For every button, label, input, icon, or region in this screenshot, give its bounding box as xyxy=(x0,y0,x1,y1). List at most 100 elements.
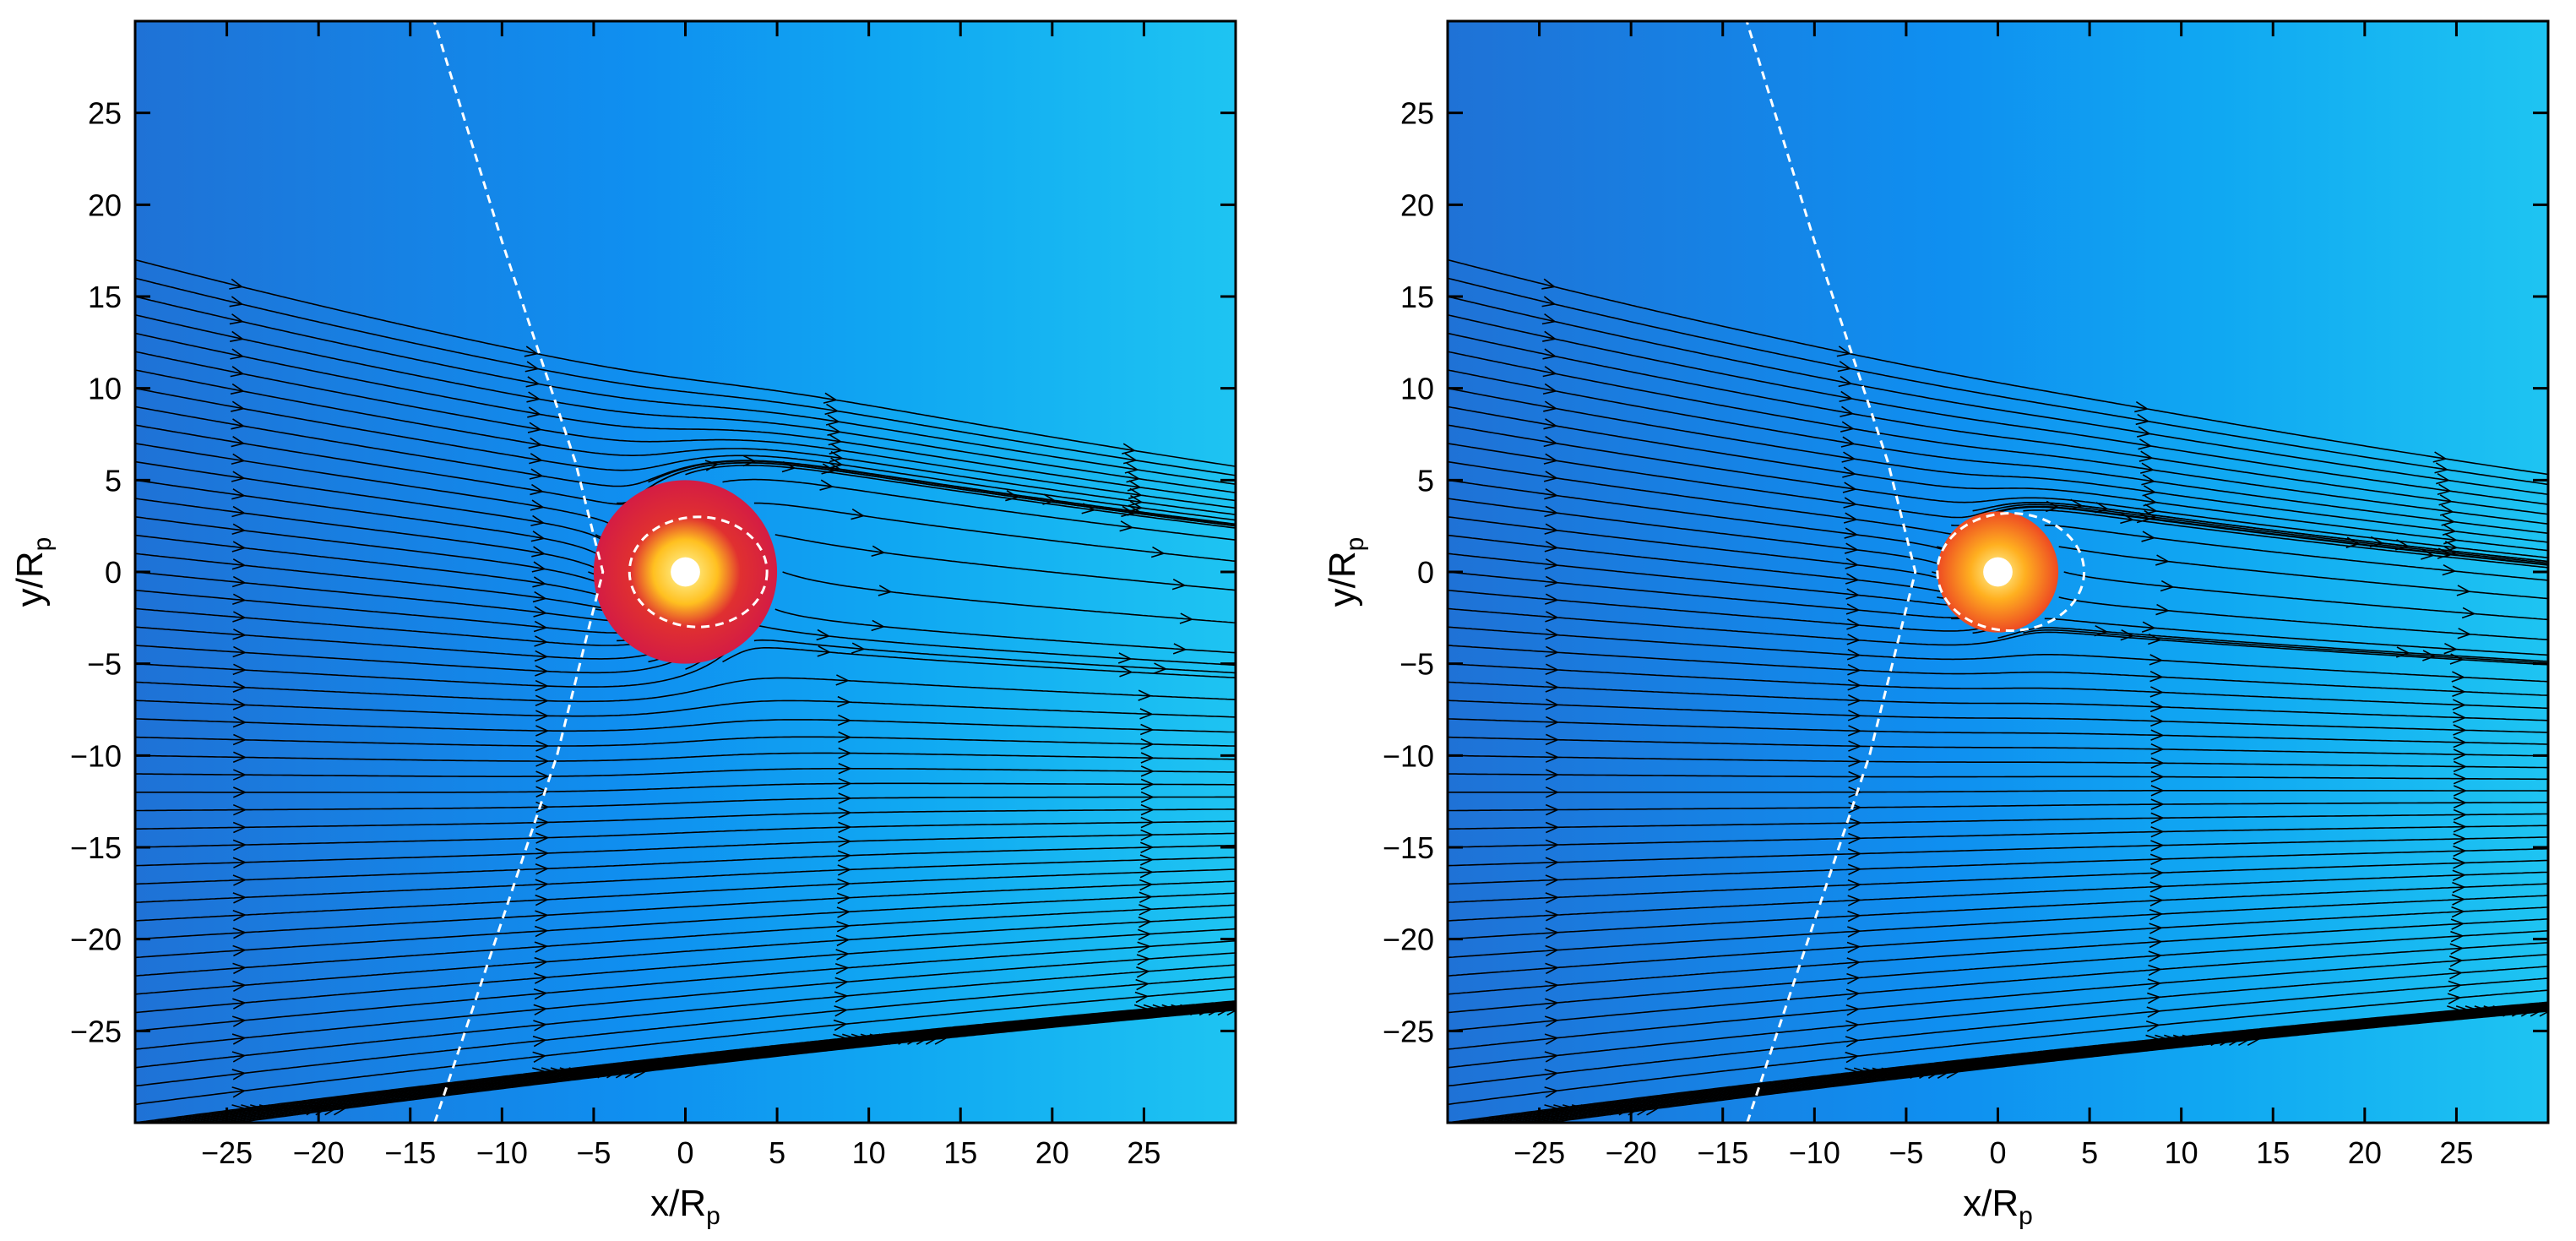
stream-arrow xyxy=(2452,711,2465,723)
stream-arrow xyxy=(2150,812,2164,825)
stream-arrow xyxy=(1138,928,1150,941)
streamline xyxy=(135,571,686,623)
stream-arrow xyxy=(1848,755,1861,767)
stream-arrow xyxy=(535,879,548,890)
stream-arrow xyxy=(230,348,243,360)
stream-arrow xyxy=(231,1086,245,1098)
stream-arrow xyxy=(1545,681,1558,693)
streamline xyxy=(135,868,1236,922)
x-axis-label-main: x/R xyxy=(1963,1183,2019,1224)
stream-arrow xyxy=(2438,494,2452,506)
stream-arrow xyxy=(2147,978,2160,990)
stream-arrow xyxy=(530,531,545,542)
stream-arrow xyxy=(232,839,246,852)
x-axis-label: x/Rp xyxy=(650,1183,720,1230)
streamline xyxy=(1448,626,2548,683)
stream-arrow xyxy=(1545,821,1558,834)
stream-arrow xyxy=(1847,663,1861,676)
stream-arrow xyxy=(838,731,851,743)
stream-arrow xyxy=(232,611,246,623)
stream-arrow xyxy=(2141,531,2155,542)
stream-arrow xyxy=(2452,857,2465,869)
streamline xyxy=(1448,954,2548,1050)
stream-arrow xyxy=(2453,808,2466,821)
stream-arrow xyxy=(835,934,849,947)
y-tick-label: −10 xyxy=(70,738,122,773)
stream-arrow xyxy=(2150,840,2163,852)
stream-arrow xyxy=(529,468,543,480)
stream-arrow xyxy=(1844,527,1857,539)
stream-arrow xyxy=(2394,539,2409,551)
stream-arrow xyxy=(1845,1004,1859,1016)
y-tick-label: −15 xyxy=(70,830,122,865)
x-tick-label: 25 xyxy=(1127,1135,1160,1170)
boundary-dashed xyxy=(1745,21,1917,1123)
stream-arrow xyxy=(836,906,850,918)
stream-arrow xyxy=(2450,930,2464,943)
stream-arrow xyxy=(1137,941,1150,953)
stream-arrow xyxy=(232,733,246,746)
stream-arrow xyxy=(2150,743,2164,755)
stream-arrow xyxy=(2148,964,2161,977)
streamline xyxy=(1448,859,2548,903)
stream-arrow xyxy=(1545,663,1558,675)
stream-arrow xyxy=(2449,653,2463,665)
stream-arrow xyxy=(1848,832,1861,845)
y-tick-label: −25 xyxy=(70,1014,122,1048)
streamline xyxy=(1448,369,2548,535)
stream-arrow xyxy=(1140,752,1154,764)
streamline xyxy=(1448,754,2548,769)
streamline xyxy=(135,928,1236,1014)
stream-arrow xyxy=(1842,466,1856,478)
stream-arrow xyxy=(1117,652,1131,664)
stream-arrow xyxy=(232,593,246,606)
stream-arrow xyxy=(1545,733,1558,746)
stream-arrow xyxy=(1140,778,1154,791)
streamline xyxy=(1448,929,2548,1014)
stream-arrow xyxy=(534,972,547,984)
stream-arrow xyxy=(2450,918,2464,930)
stream-arrow xyxy=(1179,612,1193,624)
x-tick-label: −5 xyxy=(576,1135,611,1170)
stream-arrow xyxy=(1140,803,1154,816)
stream-arrow xyxy=(530,483,543,496)
y-axis-label-sub: p xyxy=(1341,537,1369,552)
plot-area xyxy=(135,21,1236,1123)
stream-arrow xyxy=(1542,366,1557,378)
stream-arrow xyxy=(232,681,246,693)
stream-arrow xyxy=(824,403,838,416)
stream-arrow xyxy=(838,821,851,834)
stream-arrow xyxy=(1545,944,1558,957)
stream-arrow xyxy=(1545,628,1558,640)
y-tick-label: 5 xyxy=(105,463,122,498)
stream-arrow xyxy=(231,488,245,500)
stream-arrow xyxy=(1847,910,1861,923)
stream-arrow xyxy=(1543,400,1557,412)
stream-arrow xyxy=(2150,715,2163,727)
x-tick-label: 0 xyxy=(677,1135,693,1170)
stream-arrow xyxy=(2451,671,2465,683)
streamline xyxy=(1448,406,2548,552)
stream-arrow xyxy=(1140,841,1153,853)
stream-arrow xyxy=(838,777,851,790)
stream-arrow xyxy=(232,892,246,904)
streamline xyxy=(1448,718,2548,745)
stream-arrow xyxy=(851,509,864,520)
streamline xyxy=(1484,1004,2548,1123)
stream-arrow xyxy=(2449,943,2463,955)
stream-arrow xyxy=(2395,646,2409,658)
stream-arrow xyxy=(533,1004,546,1016)
y-tick-label: −5 xyxy=(87,647,122,682)
stream-arrow xyxy=(1150,546,1165,558)
x-tick-label: −15 xyxy=(384,1135,436,1170)
stream-arrow xyxy=(2149,654,2162,666)
stream-arrow xyxy=(1153,662,1166,674)
streamline xyxy=(1520,1008,2548,1123)
stream-arrow xyxy=(2452,869,2465,881)
streamline xyxy=(1511,1007,2548,1123)
stream-arrow xyxy=(2453,845,2465,857)
stream-arrow xyxy=(1945,1067,1959,1079)
streamline xyxy=(1448,424,2548,559)
x-tick-label: 25 xyxy=(2439,1135,2473,1170)
stream-arrow xyxy=(834,991,848,1003)
